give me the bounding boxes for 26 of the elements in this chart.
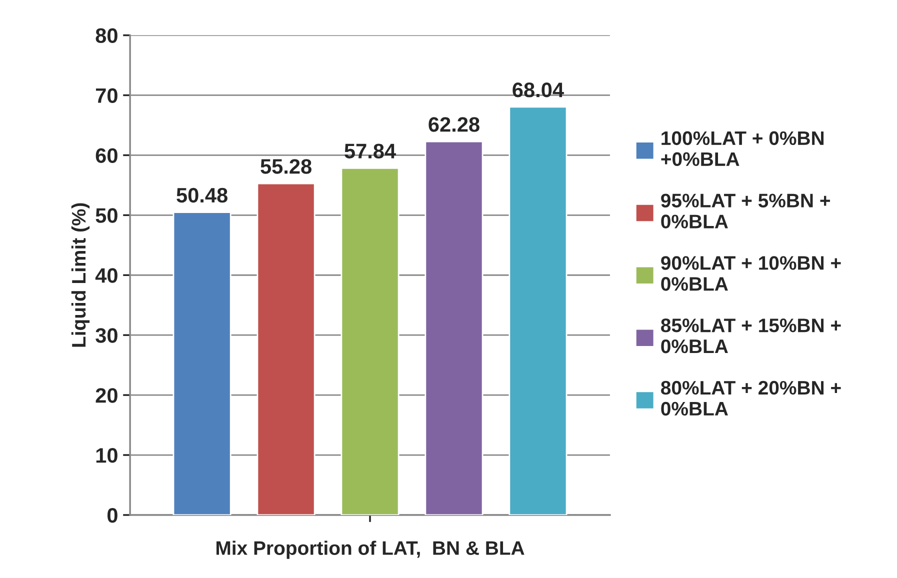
bar [508,106,568,515]
y-tick-label: 0 [108,508,118,523]
data-label: 55.28 [260,159,312,174]
y-tick-label: 70 [96,88,118,103]
data-label: 50.48 [176,188,228,203]
data-label: 68.04 [512,82,564,98]
legend-label: 95%LAT + 5%BN + 0%BLA [661,194,830,228]
legend-label: 80%LAT + 20%BN + 0%BLA [661,380,841,416]
bar [172,212,232,515]
bar [424,140,484,515]
bar [340,167,400,515]
data-label: 62.28 [428,117,480,132]
y-axis-title: Liquid Limit (%) [71,203,90,347]
legend-label: 85%LAT + 15%BN + 0%BLA [661,318,841,354]
y-tick-label: 50 [96,208,118,223]
bar [256,182,316,515]
y-tick-label: 30 [96,328,118,343]
y-tick-label: 10 [96,448,118,463]
y-tick-label: 60 [96,148,118,163]
y-tick-label: 40 [95,268,118,283]
y-tick-label: 80 [96,28,118,44]
x-axis-title: Mix Proportion of LAT, BN & BLA [216,540,524,559]
legend-label: 90%LAT + 10%BN + 0%BLA [661,256,841,291]
y-tick-label: 20 [96,388,118,403]
data-label: 57.84 [344,144,396,158]
legend-label: 100%LAT + 0%BN +0%BLA [661,131,824,166]
